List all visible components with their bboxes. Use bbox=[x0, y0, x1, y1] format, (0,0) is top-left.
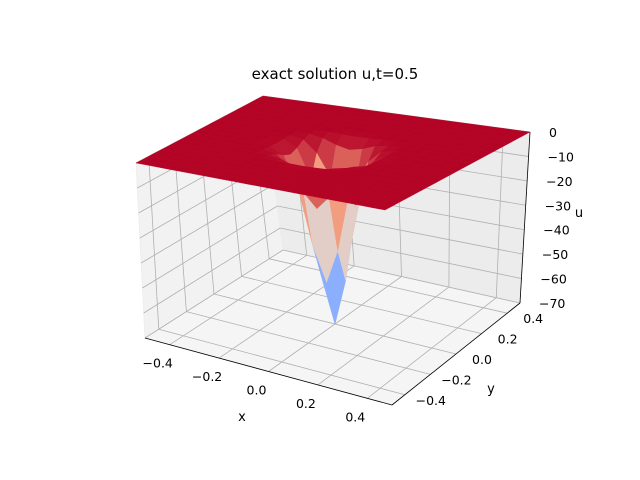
x-tick-label: 0.2 bbox=[296, 396, 316, 411]
z-tick-label: −20 bbox=[546, 174, 572, 189]
gridline-z-side bbox=[144, 249, 284, 339]
tick-labels: −0.4−0.20.00.20.4−0.4−0.20.00.20.40−10−2… bbox=[143, 125, 574, 424]
gridline-y-floor bbox=[241, 276, 482, 334]
x-tick-label: 0.0 bbox=[247, 383, 267, 398]
z-tick-label: −70 bbox=[539, 296, 565, 311]
gridline-z-side bbox=[140, 183, 275, 264]
gridline-z-side bbox=[142, 205, 278, 289]
y-tick-label: −0.2 bbox=[441, 372, 471, 387]
z-tick-label: −60 bbox=[540, 272, 566, 287]
y-tick-label: 0.0 bbox=[472, 352, 492, 367]
z-tick-label: −30 bbox=[545, 198, 571, 213]
gridline-x-back bbox=[495, 128, 504, 298]
gridline-y-floor bbox=[158, 328, 405, 396]
gridline-z-side bbox=[143, 227, 281, 314]
gridline-y-floor bbox=[269, 258, 508, 314]
y-tick-label: −0.4 bbox=[416, 393, 446, 408]
x-axis-label: x bbox=[238, 410, 246, 425]
x-tick-label: −0.2 bbox=[192, 369, 222, 384]
z-tick-label: −40 bbox=[543, 223, 569, 238]
x-tick-label: 0.4 bbox=[345, 409, 365, 424]
gridline-y-side bbox=[173, 142, 187, 312]
x-tick-label: −0.4 bbox=[143, 356, 173, 371]
surface-plot bbox=[135, 95, 531, 325]
y-tick-label: 0.4 bbox=[523, 311, 543, 326]
y-tick-label: 0.2 bbox=[498, 332, 518, 347]
z-tick-label: −10 bbox=[548, 149, 574, 164]
axis-line bbox=[144, 337, 393, 406]
surface-patch bbox=[371, 203, 393, 211]
z-tick-label: 0 bbox=[549, 125, 557, 140]
z-axis-label: u bbox=[575, 206, 583, 221]
y-axis-label: y bbox=[487, 382, 495, 397]
axis-line bbox=[519, 131, 531, 304]
gridline-y-side bbox=[148, 156, 160, 330]
z-tick-label: −50 bbox=[542, 247, 568, 262]
axis-line bbox=[391, 302, 521, 406]
chart-title: exact solution u,t=0.5 bbox=[252, 65, 419, 83]
gridline-y-floor bbox=[186, 311, 431, 375]
